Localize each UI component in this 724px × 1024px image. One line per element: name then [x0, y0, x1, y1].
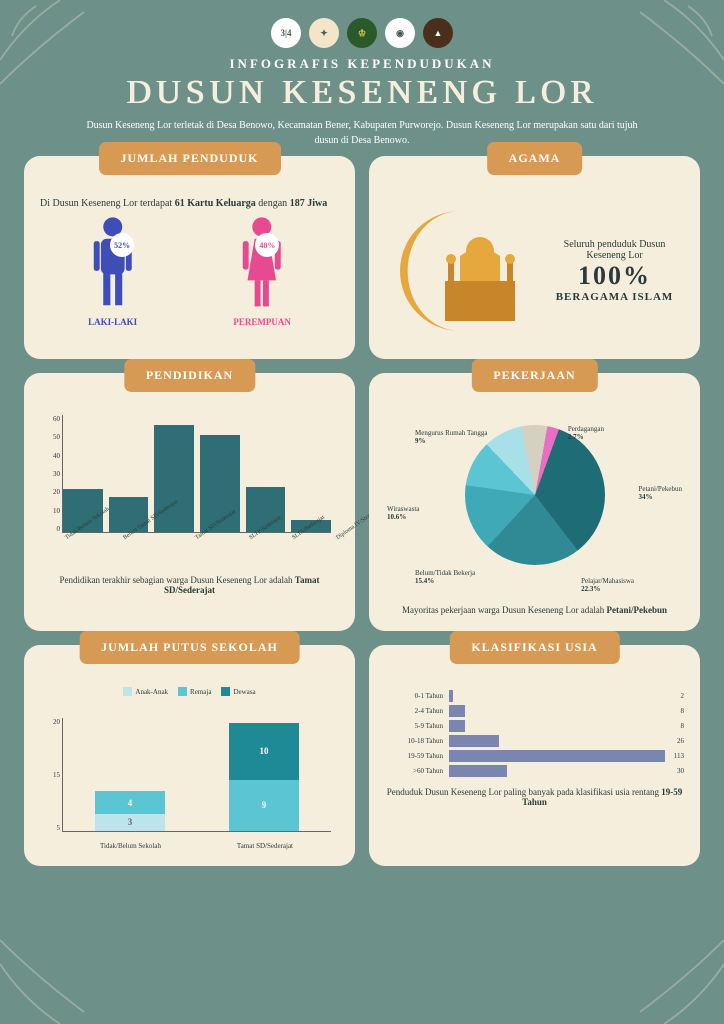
card-religion: AGAMA Seluruh penduduk Dusun Keseneng Lo… [369, 156, 700, 359]
moon-mosque-icon [385, 201, 535, 341]
age-row: 0-1 Tahun2 [385, 690, 684, 702]
card-population: JUMLAH PENDUDUK Di Dusun Keseneng Lor te… [24, 156, 355, 359]
age-row: 10-18 Tahun26 [385, 735, 684, 747]
religion-pct: 100% [545, 261, 684, 291]
stacked-bar: 34 [95, 791, 165, 831]
religion-line2: BERAGAMA ISLAM [545, 291, 684, 303]
age-note: Penduduk Dusun Keseneng Lor paling banya… [385, 787, 684, 807]
stacked-bar: 910 [229, 723, 299, 831]
tag-education: PENDIDIKAN [124, 359, 255, 392]
work-note: Mayoritas pekerjaan warga Dusun Keseneng… [385, 605, 684, 615]
card-education: PENDIDIKAN 6050403020100 Tidak/Belum Sek… [24, 373, 355, 631]
card-work: PEKERJAAN Petani/Pekebun34%Pelajar/Mahas… [369, 373, 700, 631]
pie-chart [465, 425, 605, 565]
logo-3: ♔ [347, 18, 377, 48]
female-figure: 48% PEREMPUAN [233, 215, 291, 327]
tag-population: JUMLAH PENDUDUK [99, 142, 281, 175]
male-figure: 52% LAKI-LAKI [88, 215, 137, 327]
page-title: DUSUN KESENENG LOR [30, 74, 694, 112]
card-age: KLASIFIKASI USIA 0-1 Tahun22-4 Tahun85-9… [369, 645, 700, 866]
pie-label: Wiraswasta10.6% [387, 505, 419, 521]
tag-work: PEKERJAAN [471, 359, 597, 392]
logo-5: ▲ [423, 18, 453, 48]
logo-1: 3|4 [271, 18, 301, 48]
pie-label: Pelajar/Mahasiswa22.3% [581, 577, 634, 593]
population-intro: Di Dusun Keseneng Lor terdapat 61 Kartu … [40, 198, 339, 209]
tag-religion: AGAMA [487, 142, 583, 175]
logo-2: ✦ [309, 18, 339, 48]
age-row: >60 Tahun30 [385, 765, 684, 777]
age-row: 2-4 Tahun8 [385, 705, 684, 717]
logo-row: 3|4 ✦ ♔ ◉ ▲ [30, 18, 694, 48]
pie-label: Perdagangan2.7% [568, 425, 604, 441]
pie-label: Mengurus Rumah Tangga9% [415, 429, 487, 445]
education-note: Pendidikan terakhir sebagian warga Dusun… [40, 575, 339, 595]
card-dropout: JUMLAH PUTUS SEKOLAH Anak-AnakRemajaDewa… [24, 645, 355, 866]
tag-dropout: JUMLAH PUTUS SEKOLAH [79, 631, 300, 664]
pie-label: Belum/Tidak Bekerja15.4% [415, 569, 475, 585]
religion-line1: Seluruh penduduk Dusun Keseneng Lor [545, 239, 684, 261]
age-row: 19-59 Tahun113 [385, 750, 684, 762]
logo-4: ◉ [385, 18, 415, 48]
tag-age: KLASIFIKASI USIA [449, 631, 619, 664]
overline: INFOGRAFIS KEPENDUDUKAN [30, 56, 694, 72]
age-row: 5-9 Tahun8 [385, 720, 684, 732]
pie-label: Petani/Pekebun34% [638, 485, 682, 501]
